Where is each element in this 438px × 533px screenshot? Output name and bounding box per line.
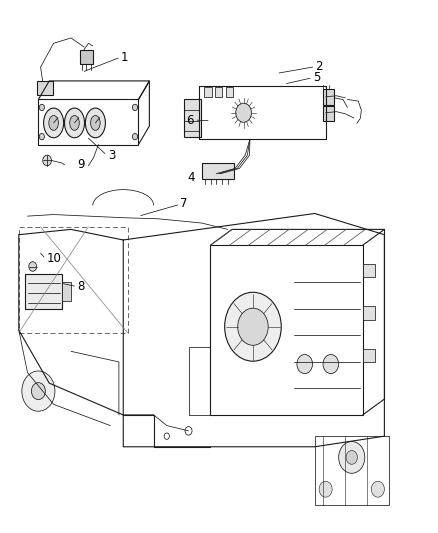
Bar xyxy=(363,349,375,362)
Text: 8: 8 xyxy=(78,280,85,293)
Text: 10: 10 xyxy=(47,252,62,264)
Circle shape xyxy=(29,262,37,271)
Circle shape xyxy=(346,450,357,464)
Text: 9: 9 xyxy=(78,158,85,171)
Circle shape xyxy=(43,155,51,166)
Bar xyxy=(39,100,138,144)
Bar xyxy=(226,87,233,97)
Text: 3: 3 xyxy=(108,149,115,161)
Ellipse shape xyxy=(44,108,64,138)
Circle shape xyxy=(132,133,138,140)
Text: 4: 4 xyxy=(187,171,195,184)
Bar xyxy=(204,87,212,97)
Bar xyxy=(210,245,363,415)
Bar xyxy=(25,274,62,309)
Bar xyxy=(19,227,127,333)
Bar xyxy=(37,82,53,95)
Text: 6: 6 xyxy=(186,114,194,127)
Ellipse shape xyxy=(85,108,106,138)
Circle shape xyxy=(339,441,365,473)
Bar xyxy=(201,163,234,179)
Ellipse shape xyxy=(49,116,58,131)
Circle shape xyxy=(323,354,339,374)
Circle shape xyxy=(238,308,268,345)
Text: 2: 2 xyxy=(315,60,322,72)
Circle shape xyxy=(39,104,45,111)
Bar xyxy=(323,89,334,105)
Circle shape xyxy=(225,292,281,361)
Bar xyxy=(80,50,93,64)
Circle shape xyxy=(39,133,45,140)
Bar xyxy=(215,87,223,97)
Circle shape xyxy=(297,354,313,374)
Bar xyxy=(184,100,201,136)
Bar xyxy=(363,306,375,319)
Circle shape xyxy=(32,383,46,400)
Text: 1: 1 xyxy=(121,51,129,63)
Ellipse shape xyxy=(70,116,79,131)
Bar xyxy=(323,106,334,120)
Circle shape xyxy=(22,371,55,411)
Circle shape xyxy=(371,481,385,497)
Bar xyxy=(315,436,389,505)
Ellipse shape xyxy=(91,116,100,131)
Text: 5: 5 xyxy=(313,71,320,84)
Bar xyxy=(363,264,375,277)
Circle shape xyxy=(319,481,332,497)
Bar xyxy=(62,282,71,301)
Text: 7: 7 xyxy=(180,197,187,211)
Ellipse shape xyxy=(64,108,85,138)
Circle shape xyxy=(132,104,138,111)
Circle shape xyxy=(236,103,251,122)
